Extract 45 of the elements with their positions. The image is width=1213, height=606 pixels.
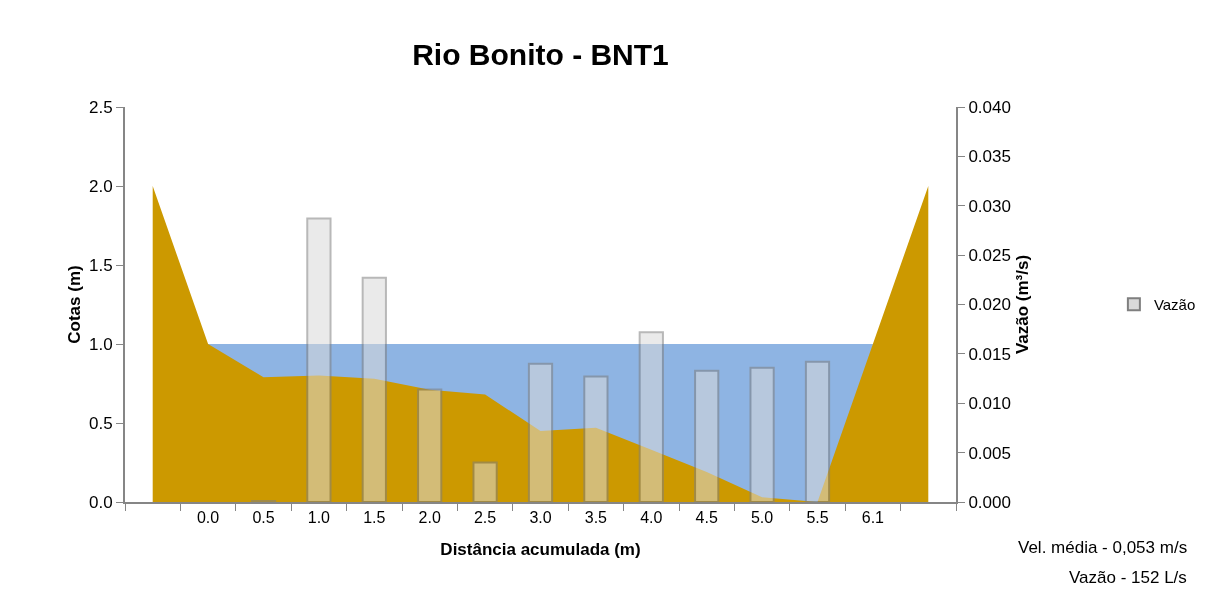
legend-label: Vazão [1153, 296, 1196, 314]
y-tick-label: 0.0 [88, 492, 113, 512]
x-tick-label: 2.5 [473, 509, 497, 527]
bar [306, 217, 332, 502]
x-tick-label: 0.5 [252, 509, 275, 527]
x-tick-label: 5.0 [750, 509, 774, 527]
x-tick-label: 6.1 [861, 509, 885, 527]
y2-tick-label: 0.035 [968, 147, 1011, 167]
y2-tick-label: 0.025 [968, 246, 1011, 266]
y-tick-label: 2.0 [88, 176, 113, 196]
x-axis-title: Distância acumulada (m) [440, 540, 641, 560]
y2-tick-label: 0.005 [968, 443, 1011, 463]
y-tick-label: 2.5 [88, 97, 113, 117]
x-tick-label: 5.5 [806, 509, 829, 527]
text: Vazão - 152 L/s [1069, 568, 1187, 587]
bar [417, 388, 443, 502]
x-tick-label: 0.0 [196, 509, 220, 527]
x-tick-label: 1.0 [307, 509, 331, 527]
y-tick-label: 0.5 [88, 413, 113, 433]
y2-tick-label: 0.015 [968, 344, 1011, 364]
y2-tick-label: 0.040 [968, 97, 1011, 117]
x-tick-label: 2.0 [418, 509, 441, 527]
y2-tick-label: 0.020 [968, 295, 1011, 315]
y-tick-label: 1.0 [88, 334, 113, 354]
y-axis-title: Cotas (m) [65, 265, 84, 344]
chart-title: Rio Bonito - BNT1 [412, 38, 669, 72]
x-tick-label: 4.5 [695, 509, 718, 527]
bar [361, 276, 387, 502]
y2-tick-label: 0.000 [968, 492, 1011, 512]
bar [749, 366, 775, 502]
x-tick-label: 1.5 [363, 509, 386, 527]
y-tick-label: 1.5 [88, 255, 113, 275]
text: Vel. média - 0,053 m/s [1018, 538, 1188, 557]
x-tick-label: 3.5 [584, 509, 608, 527]
y2-tick-label: 0.010 [968, 394, 1011, 414]
bar [804, 360, 831, 502]
bar [694, 369, 720, 502]
bar [583, 375, 609, 502]
x-tick-label: 4.0 [640, 509, 663, 527]
bar [527, 362, 554, 502]
bar [638, 331, 664, 502]
bar [472, 461, 498, 502]
y2-axis-title: Vazão (m³/s) [1012, 254, 1032, 355]
x-tick-label: 3.0 [529, 509, 552, 527]
y2-tick-label: 0.030 [968, 196, 1011, 216]
